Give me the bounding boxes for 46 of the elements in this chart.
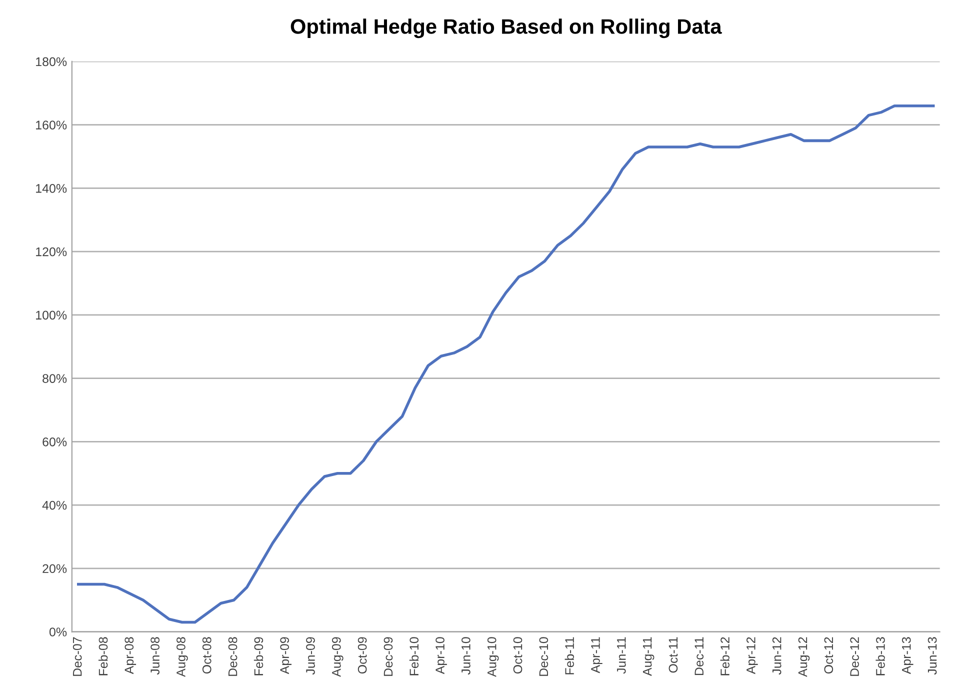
x-tick-label: Oct-12 — [824, 637, 834, 674]
x-tick-label: Dec-10 — [539, 637, 548, 676]
x-tick-label: Oct-08 — [202, 637, 212, 674]
x-tick-label: Jun-13 — [928, 637, 937, 675]
x-tick-label: Jun-09 — [306, 637, 315, 675]
x-tick-label: Jun-12 — [772, 637, 782, 675]
x-tick-label: Dec-09 — [384, 637, 393, 676]
x-tick-label: Jun-11 — [617, 637, 626, 674]
y-tick-label: 60% — [42, 437, 67, 446]
x-tick-label: Apr-09 — [280, 637, 292, 674]
y-tick-label: 20% — [42, 564, 67, 574]
x-tick-label: Feb-08 — [98, 637, 108, 676]
y-tick-label: 0% — [49, 628, 67, 636]
x-tick-label: Aug-10 — [487, 637, 499, 677]
y-tick-label: 40% — [42, 500, 67, 510]
x-tick-label: Oct-09 — [358, 637, 367, 674]
x-tick-label: Aug-12 — [798, 637, 810, 677]
y-tick-label: 160% — [36, 120, 67, 130]
x-tick-label: Apr-13 — [902, 637, 914, 674]
x-tick-label: Dec-12 — [850, 637, 859, 676]
x-tick-label: Apr-11 — [591, 637, 602, 674]
y-tick-label: 140% — [36, 184, 67, 193]
x-tick-label: Aug-08 — [176, 637, 188, 677]
y-tick-label: 120% — [36, 247, 67, 256]
x-tick-label: Apr-08 — [124, 637, 136, 674]
x-tick-label: Dec-11 — [694, 637, 704, 675]
x-tick-label: Apr-10 — [436, 637, 447, 674]
x-tick-label: Feb-11 — [564, 637, 574, 674]
x-tick-label: Apr-12 — [746, 637, 758, 674]
line-series — [77, 104, 935, 624]
x-tick-label: Oct-10 — [513, 637, 522, 674]
x-tick-label: Dec-07 — [72, 637, 82, 676]
x-tick-label: Dec-08 — [228, 637, 238, 676]
x-tick-label: Jun-08 — [150, 637, 160, 675]
x-tick-label: Feb-09 — [254, 637, 264, 676]
x-tick-label: Feb-10 — [409, 637, 419, 676]
y-tick-label: 80% — [42, 374, 67, 383]
x-tick-label: Jun-10 — [462, 637, 470, 675]
y-tick-label: 180% — [36, 57, 67, 66]
y-tick-label: 100% — [36, 310, 67, 320]
x-tick-label: Feb-12 — [720, 637, 730, 676]
x-tick-label: Oct-11 — [668, 637, 678, 673]
chart-title: Optimal Hedge Ratio Based on Rolling Data — [290, 18, 722, 38]
x-tick-label: Aug-09 — [332, 637, 344, 677]
x-tick-label: Aug-11 — [642, 637, 654, 676]
x-tick-label: Feb-13 — [876, 637, 885, 676]
